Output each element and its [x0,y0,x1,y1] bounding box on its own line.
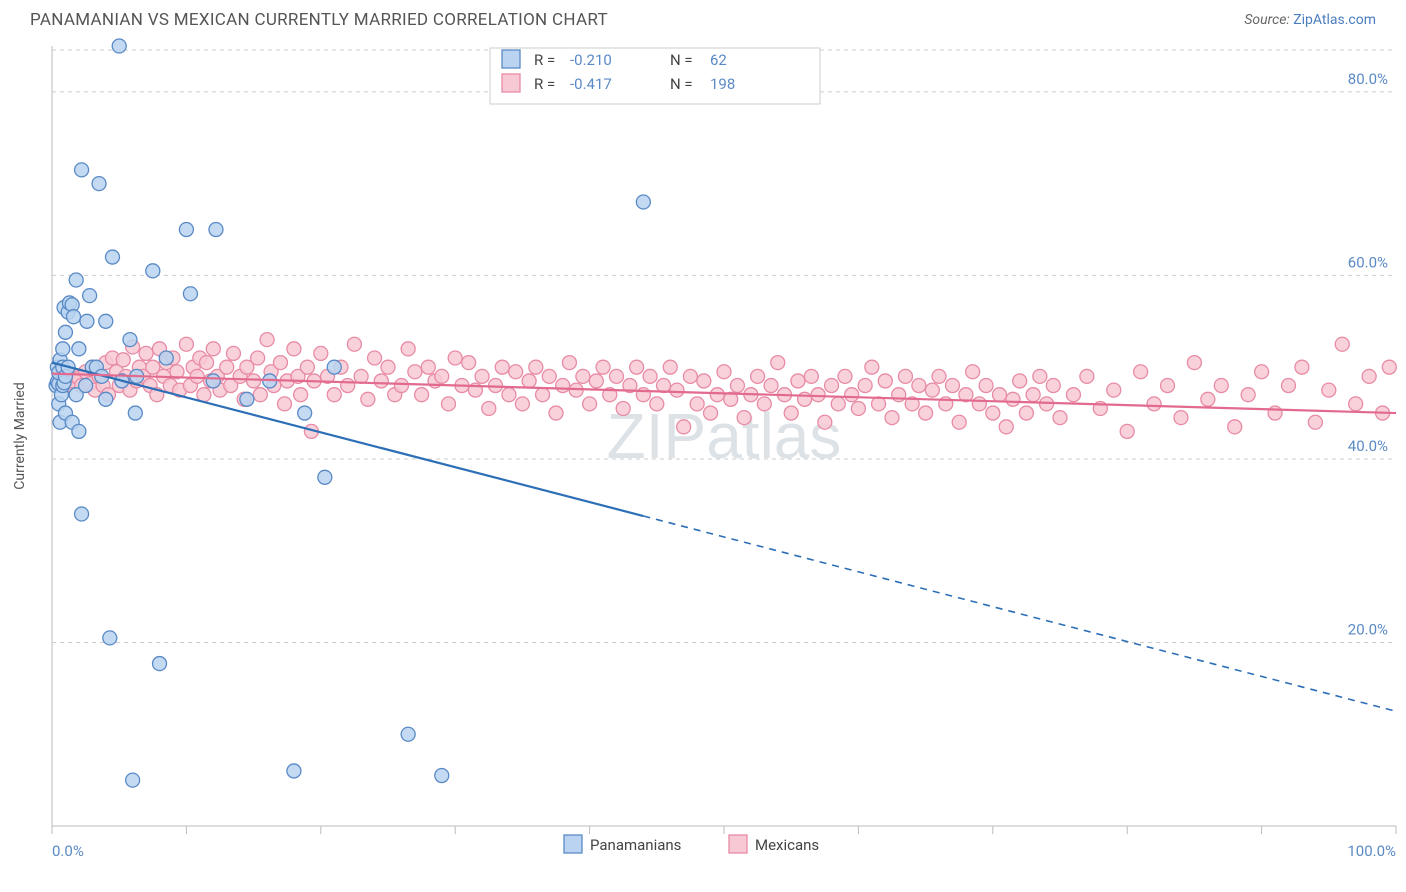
svg-text:N =: N = [670,75,693,93]
chart-header: PANAMANIAN VS MEXICAN CURRENTLY MARRIED … [0,0,1406,38]
svg-text:-0.210: -0.210 [570,51,612,69]
svg-text:ZIPatlas: ZIPatlas [607,400,842,472]
svg-text:80.0%: 80.0% [1348,70,1388,88]
chart-source: Source: ZipAtlas.com [1244,12,1376,28]
svg-text:198: 198 [710,75,735,93]
svg-text:40.0%: 40.0% [1348,437,1388,455]
svg-text:N =: N = [670,51,693,69]
chart-title: PANAMANIAN VS MEXICAN CURRENTLY MARRIED … [30,10,608,30]
svg-text:Mexicans: Mexicans [755,836,819,854]
chart-area: 20.0% 40.0% 60.0% 80.0% 0.0% 100.0% ZIPatlas Cu… [0,38,1406,858]
svg-text:-0.417: -0.417 [570,75,612,93]
svg-text:62: 62 [710,51,727,69]
svg-text:20.0%: 20.0% [1348,620,1388,638]
svg-text:100.0%: 100.0% [1347,842,1396,860]
svg-text:Currently Married: Currently Married [12,382,28,489]
source-link[interactable]: ZipAtlas.com [1293,12,1376,28]
svg-text:Panamanians: Panamanians [590,836,681,854]
svg-text:R =: R = [534,75,555,93]
scatter-chart: 20.0% 40.0% 60.0% 80.0% 0.0% 100.0% ZIPatlas Cu… [0,38,1406,888]
svg-text:R =: R = [534,51,555,69]
svg-text:0.0%: 0.0% [52,842,84,860]
svg-text:60.0%: 60.0% [1348,253,1388,271]
